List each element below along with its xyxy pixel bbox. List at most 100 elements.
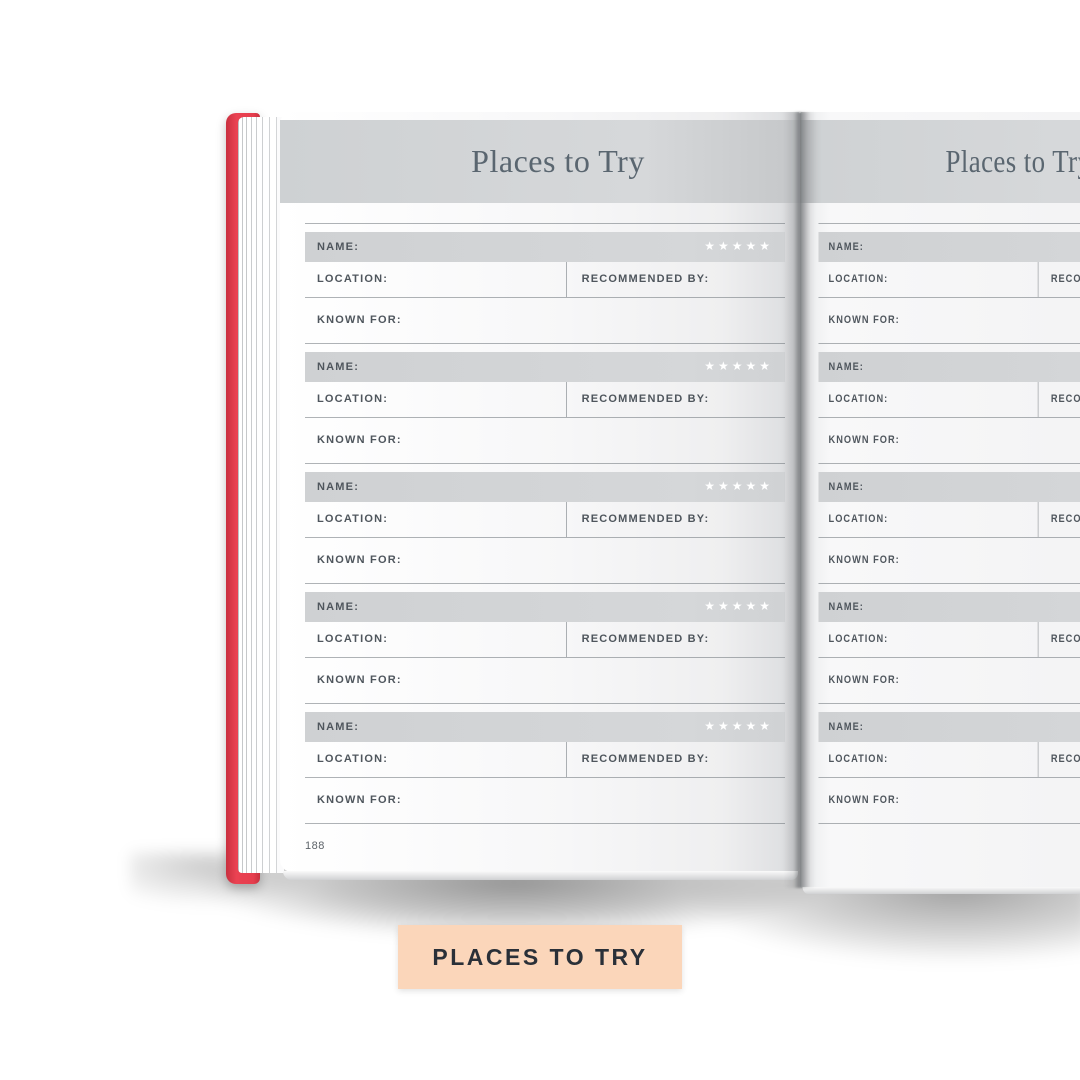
right-entries-list: NAME: ★★★★★ LOCATION: RECOMMENDED BY: KN… <box>818 223 1080 824</box>
name-field-label: NAME: <box>828 600 864 613</box>
location-recommended-row: LOCATION: RECOMMENDED BY: <box>305 622 785 658</box>
name-field-label: NAME: <box>317 480 360 493</box>
location-cell: LOCATION: <box>305 742 567 777</box>
location-recommended-row: LOCATION: RECOMMENDED BY: <box>818 502 1080 538</box>
recommended-by-cell: RECOMMENDED BY: <box>1038 622 1080 657</box>
location-recommended-row: LOCATION: RECOMMENDED BY: <box>305 262 785 298</box>
recommended-by-field-label: RECOMMENDED BY: <box>581 273 710 285</box>
place-entry-form: NAME: ★★★★★ LOCATION: RECOMMENDED BY: KN… <box>818 223 1080 343</box>
name-field-bar: NAME: ★★★★★ <box>818 472 1080 502</box>
left-page-bottom-edge <box>283 871 798 880</box>
star-rating-icons: ★★★★★ <box>704 239 773 253</box>
location-cell: LOCATION: <box>818 502 1039 537</box>
location-cell: LOCATION: <box>818 622 1039 657</box>
book-gutter-seam <box>784 112 816 888</box>
known-for-field-label: KNOWN FOR: <box>317 794 402 806</box>
name-field-label: NAME: <box>317 600 360 613</box>
known-for-area: KNOWN FOR: <box>305 658 785 688</box>
location-cell: LOCATION: <box>818 262 1039 297</box>
known-for-area: KNOWN FOR: <box>305 298 785 328</box>
recommended-by-field-label: RECOMMENDED BY: <box>1050 273 1080 285</box>
name-field-bar: NAME: ★★★★★ <box>818 592 1080 622</box>
location-field-label: LOCATION: <box>828 513 889 525</box>
name-field-bar: NAME: ★★★★★ <box>818 232 1080 262</box>
recommended-by-cell: RECOMMENDED BY: <box>1038 742 1080 777</box>
location-recommended-row: LOCATION: RECOMMENDED BY: <box>305 382 785 418</box>
name-field-bar: NAME: ★★★★★ <box>305 712 785 742</box>
right-page-content: NAME: ★★★★★ LOCATION: RECOMMENDED BY: KN… <box>818 223 1080 824</box>
location-field-label: LOCATION: <box>317 393 389 405</box>
name-field-bar: NAME: ★★★★★ <box>305 472 785 502</box>
left-page-title: Places to Try <box>471 143 645 179</box>
page-number: 188 <box>305 840 325 852</box>
known-for-area: KNOWN FOR: <box>818 778 1080 808</box>
name-field-label: NAME: <box>317 360 360 373</box>
location-cell: LOCATION: <box>305 502 567 537</box>
place-entry-form: NAME: ★★★★★ LOCATION: RECOMMENDED BY: KN… <box>305 343 785 463</box>
recommended-by-field-label: RECOMMENDED BY: <box>581 513 710 525</box>
known-for-area: KNOWN FOR: <box>305 778 785 808</box>
right-page-title: Places to Try <box>945 143 1080 179</box>
known-for-area: KNOWN FOR: <box>818 418 1080 448</box>
sticker-label-text: PLACES TO TRY <box>432 943 648 970</box>
known-for-field-label: KNOWN FOR: <box>317 674 402 686</box>
location-field-label: LOCATION: <box>828 273 889 285</box>
location-field-label: LOCATION: <box>828 633 889 645</box>
location-field-label: LOCATION: <box>317 753 389 765</box>
location-cell: LOCATION: <box>818 382 1039 417</box>
known-for-area: KNOWN FOR: <box>305 418 785 448</box>
known-for-field-label: KNOWN FOR: <box>828 314 900 326</box>
name-field-label: NAME: <box>828 360 864 373</box>
place-entry-form: NAME: ★★★★★ LOCATION: RECOMMENDED BY: KN… <box>818 703 1080 823</box>
recommended-by-cell: RECOMMENDED BY: <box>567 742 785 777</box>
location-recommended-row: LOCATION: RECOMMENDED BY: <box>818 262 1080 298</box>
location-field-label: LOCATION: <box>317 273 389 285</box>
known-for-field-label: KNOWN FOR: <box>317 554 402 566</box>
right-page: Places to Try NAME: ★★★★★ LOCATION: RECO… <box>800 112 1080 894</box>
location-cell: LOCATION: <box>305 382 567 417</box>
place-entry-form: NAME: ★★★★★ LOCATION: RECOMMENDED BY: KN… <box>818 583 1080 703</box>
name-field-label: NAME: <box>317 240 360 253</box>
left-page-content: NAME: ★★★★★ LOCATION: RECOMMENDED BY: KN… <box>305 223 785 824</box>
known-for-field-label: KNOWN FOR: <box>828 434 900 446</box>
known-for-area: KNOWN FOR: <box>818 538 1080 568</box>
place-entry-form: NAME: ★★★★★ LOCATION: RECOMMENDED BY: KN… <box>305 703 785 823</box>
name-field-bar: NAME: ★★★★★ <box>305 232 785 262</box>
location-recommended-row: LOCATION: RECOMMENDED BY: <box>818 742 1080 778</box>
name-field-label: NAME: <box>317 720 360 733</box>
location-recommended-row: LOCATION: RECOMMENDED BY: <box>305 742 785 778</box>
recommended-by-cell: RECOMMENDED BY: <box>567 502 785 537</box>
recommended-by-cell: RECOMMENDED BY: <box>1038 262 1080 297</box>
recommended-by-field-label: RECOMMENDED BY: <box>1050 633 1080 645</box>
recommended-by-field-label: RECOMMENDED BY: <box>581 753 710 765</box>
location-field-label: LOCATION: <box>317 513 389 525</box>
star-rating-icons: ★★★★★ <box>704 599 773 613</box>
known-for-field-label: KNOWN FOR: <box>317 314 402 326</box>
place-entry-form: NAME: ★★★★★ LOCATION: RECOMMENDED BY: KN… <box>818 343 1080 463</box>
star-rating-icons: ★★★★★ <box>704 479 773 493</box>
name-field-bar: NAME: ★★★★★ <box>305 352 785 382</box>
place-entry-form: NAME: ★★★★★ LOCATION: RECOMMENDED BY: KN… <box>818 463 1080 583</box>
recommended-by-field-label: RECOMMENDED BY: <box>581 393 710 405</box>
right-page-header-banner: Places to Try <box>800 120 1080 203</box>
name-field-bar: NAME: ★★★★★ <box>305 592 785 622</box>
known-for-field-label: KNOWN FOR: <box>317 434 402 446</box>
name-field-label: NAME: <box>828 240 864 253</box>
name-field-bar: NAME: ★★★★★ <box>818 712 1080 742</box>
recommended-by-cell: RECOMMENDED BY: <box>567 622 785 657</box>
recommended-by-cell: RECOMMENDED BY: <box>1038 382 1080 417</box>
left-entries-list: NAME: ★★★★★ LOCATION: RECOMMENDED BY: KN… <box>305 223 785 824</box>
known-for-area: KNOWN FOR: <box>818 298 1080 328</box>
recommended-by-cell: RECOMMENDED BY: <box>567 382 785 417</box>
star-rating-icons: ★★★★★ <box>704 719 773 733</box>
recommended-by-field-label: RECOMMENDED BY: <box>1050 513 1080 525</box>
location-field-label: LOCATION: <box>317 633 389 645</box>
known-for-field-label: KNOWN FOR: <box>828 794 900 806</box>
name-field-label: NAME: <box>828 480 864 493</box>
name-field-bar: NAME: ★★★★★ <box>818 352 1080 382</box>
known-for-field-label: KNOWN FOR: <box>828 674 900 686</box>
location-cell: LOCATION: <box>818 742 1039 777</box>
known-for-area: KNOWN FOR: <box>818 658 1080 688</box>
known-for-field-label: KNOWN FOR: <box>828 554 900 566</box>
known-for-area: KNOWN FOR: <box>305 538 785 568</box>
